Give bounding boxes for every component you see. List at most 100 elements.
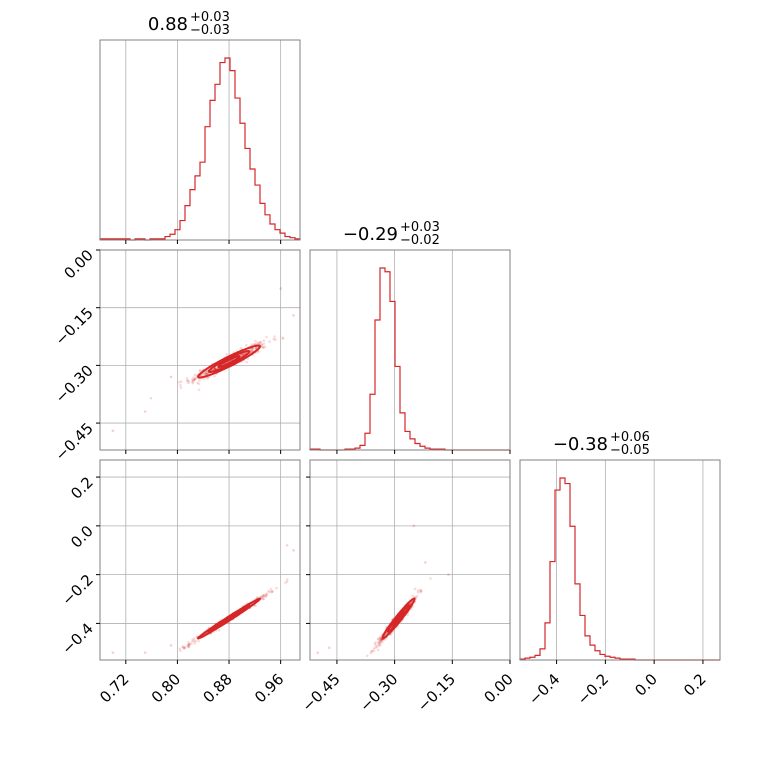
scatter-point xyxy=(182,646,186,650)
scatter-point xyxy=(292,314,295,317)
hist-panel-2-title: −0.29 xyxy=(343,224,398,245)
scatter-panel-2-3-xtick-label: −0.15 xyxy=(414,670,459,715)
scatter-point xyxy=(270,589,274,593)
scatter-point xyxy=(111,651,115,654)
scatter-point xyxy=(204,371,207,374)
scatter-point xyxy=(262,594,266,597)
scatter-panel-1-2-ytick-label: −0.15 xyxy=(52,304,97,349)
scatter-point xyxy=(376,637,380,641)
scatter-point xyxy=(190,378,194,381)
scatter-point xyxy=(169,644,173,647)
scatter-point xyxy=(257,342,261,345)
scatter-point xyxy=(194,377,197,381)
scatter-point xyxy=(377,641,380,644)
scatter-point xyxy=(179,649,182,653)
scatter-point xyxy=(197,388,201,392)
scatter-point xyxy=(376,645,379,649)
scatter-point xyxy=(186,379,189,383)
scatter-point xyxy=(203,372,207,376)
scatter-point xyxy=(256,341,260,344)
scatter-point xyxy=(193,373,197,377)
hist-panel-2-background xyxy=(310,250,510,450)
scatter-point xyxy=(261,594,264,598)
scatter-point xyxy=(273,335,276,338)
hist-panel-3-frame xyxy=(519,459,721,661)
scatter-point xyxy=(264,595,267,598)
scatter-point xyxy=(413,587,417,591)
scatter-point xyxy=(249,348,253,351)
scatter-point xyxy=(285,578,289,581)
scatter-point xyxy=(260,597,264,601)
scatter-point xyxy=(254,339,257,343)
scatter-point xyxy=(187,643,191,646)
scatter-point xyxy=(198,369,202,373)
contour-2 xyxy=(207,350,251,374)
scatter-point xyxy=(327,646,331,650)
scatter-point xyxy=(262,342,266,346)
scatter-point xyxy=(192,637,196,641)
scatter-point xyxy=(187,643,191,646)
scatter-panel-1-3-ytick-label: 0.0 xyxy=(67,522,97,552)
scatter-point xyxy=(179,386,183,390)
scatter-point xyxy=(186,379,189,382)
scatter-point xyxy=(255,596,259,599)
scatter-point xyxy=(261,594,264,598)
scatter-point xyxy=(381,640,384,644)
scatter-point xyxy=(192,379,195,383)
scatter-panel-1-3-ytick-label: −0.4 xyxy=(58,620,96,658)
hist-panel-2-title-minus: −0.02 xyxy=(400,233,440,248)
hist-panel-1-title-plus: +0.03 xyxy=(190,10,230,25)
scatter-point xyxy=(194,377,197,381)
hist-panel-3-title-plus: +0.06 xyxy=(610,430,650,445)
scatter-panel-1-3-xtick-label: 0.96 xyxy=(251,670,287,706)
hist-panel-3-xtick-label: 0.2 xyxy=(680,670,710,700)
scatter-point xyxy=(187,380,191,383)
hist-panel-3-xtick-label: 0.0 xyxy=(631,670,661,700)
scatter-point xyxy=(205,372,209,376)
scatter-point xyxy=(225,353,228,356)
scatter-point xyxy=(270,590,273,594)
scatter-point xyxy=(191,380,194,384)
scatter-panel-1-2-frame xyxy=(99,249,301,451)
scatter-point xyxy=(187,643,190,647)
scatter-point xyxy=(273,338,277,341)
scatter-point xyxy=(242,353,245,356)
scatter-point xyxy=(213,367,216,370)
scatter-point xyxy=(377,638,380,641)
scatter-panel-2-3-xtick-label: 0.00 xyxy=(480,670,516,706)
scatter-point xyxy=(191,638,194,642)
hist-panel-1-step-line xyxy=(99,57,301,241)
scatter-point xyxy=(370,649,374,653)
contour-1 xyxy=(217,355,241,369)
scatter-point xyxy=(187,644,191,647)
scatter-point xyxy=(178,647,182,650)
scatter-point xyxy=(245,343,248,347)
scatter-point xyxy=(206,377,209,380)
scatter-point xyxy=(196,381,199,385)
scatter-point xyxy=(254,346,258,350)
scatter-point xyxy=(259,340,262,344)
scatter-point xyxy=(187,645,191,649)
scatter-point xyxy=(285,580,289,583)
scatter-point xyxy=(242,353,245,356)
scatter-panel-2-3-xtick-label: −0.45 xyxy=(299,670,344,715)
scatter-point xyxy=(378,643,382,647)
hist-panel-2-frame xyxy=(309,249,511,451)
scatter-point xyxy=(259,595,263,599)
scatter-point xyxy=(378,635,382,639)
scatter-point xyxy=(217,628,221,632)
hist-panel-1-frame xyxy=(99,39,301,241)
scatter-point xyxy=(268,590,271,594)
scatter-point xyxy=(262,593,266,597)
scatter-panel-1-3-xtick-label: 0.72 xyxy=(96,670,132,706)
scatter-point xyxy=(262,597,266,601)
scatter-point xyxy=(213,367,217,371)
scatter-point xyxy=(265,335,268,339)
scatter-panel-1-2-ytick-label: −0.45 xyxy=(52,419,97,464)
scatter-point xyxy=(177,380,181,384)
scatter-point xyxy=(260,343,264,346)
scatter-point xyxy=(264,594,268,598)
scatter-point xyxy=(378,641,382,645)
scatter-point xyxy=(245,360,249,364)
scatter-point xyxy=(267,589,270,593)
